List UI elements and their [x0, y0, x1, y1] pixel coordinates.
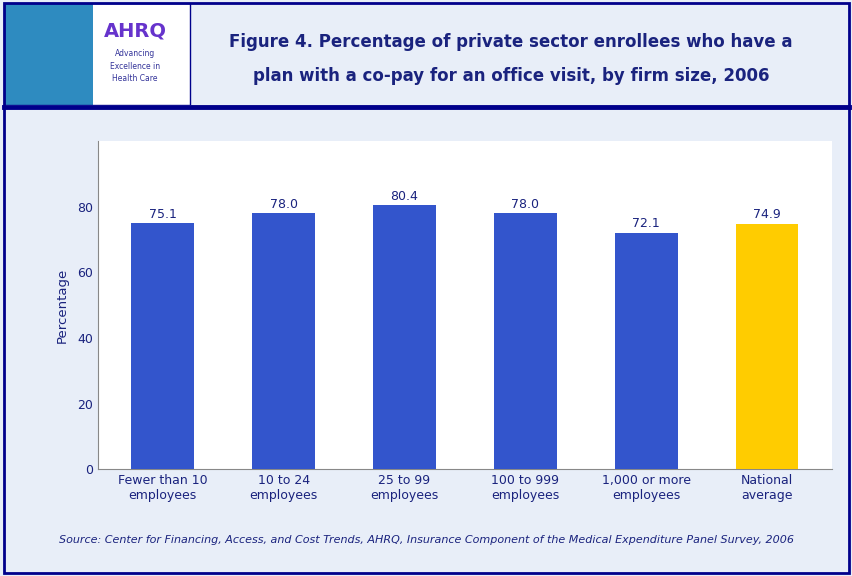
Bar: [493, 213, 556, 469]
Bar: [372, 206, 435, 469]
Bar: [252, 213, 314, 469]
Bar: [4, 3, 190, 105]
Bar: [131, 223, 194, 469]
Bar: [614, 233, 676, 469]
Text: Health Care: Health Care: [112, 74, 158, 83]
Text: 80.4: 80.4: [390, 190, 418, 203]
Y-axis label: Percentage: Percentage: [56, 268, 69, 343]
Text: Advancing: Advancing: [115, 50, 155, 58]
Bar: [4, 3, 190, 105]
Text: Figure 4. Percentage of private sector enrollees who have a: Figure 4. Percentage of private sector e…: [229, 33, 792, 51]
Text: Excellence in: Excellence in: [110, 62, 160, 71]
Text: AHRQ: AHRQ: [104, 22, 166, 41]
Bar: [734, 223, 797, 469]
Text: 72.1: 72.1: [631, 217, 659, 230]
Text: 78.0: 78.0: [510, 198, 538, 211]
Text: Source: Center for Financing, Access, and Cost Trends, AHRQ, Insurance Component: Source: Center for Financing, Access, an…: [59, 535, 793, 545]
Text: 78.0: 78.0: [269, 198, 297, 211]
Text: 75.1: 75.1: [149, 207, 176, 221]
Text: 74.9: 74.9: [752, 209, 780, 221]
Bar: [93, 3, 190, 105]
Text: plan with a co-pay for an office visit, by firm size, 2006: plan with a co-pay for an office visit, …: [252, 67, 769, 85]
